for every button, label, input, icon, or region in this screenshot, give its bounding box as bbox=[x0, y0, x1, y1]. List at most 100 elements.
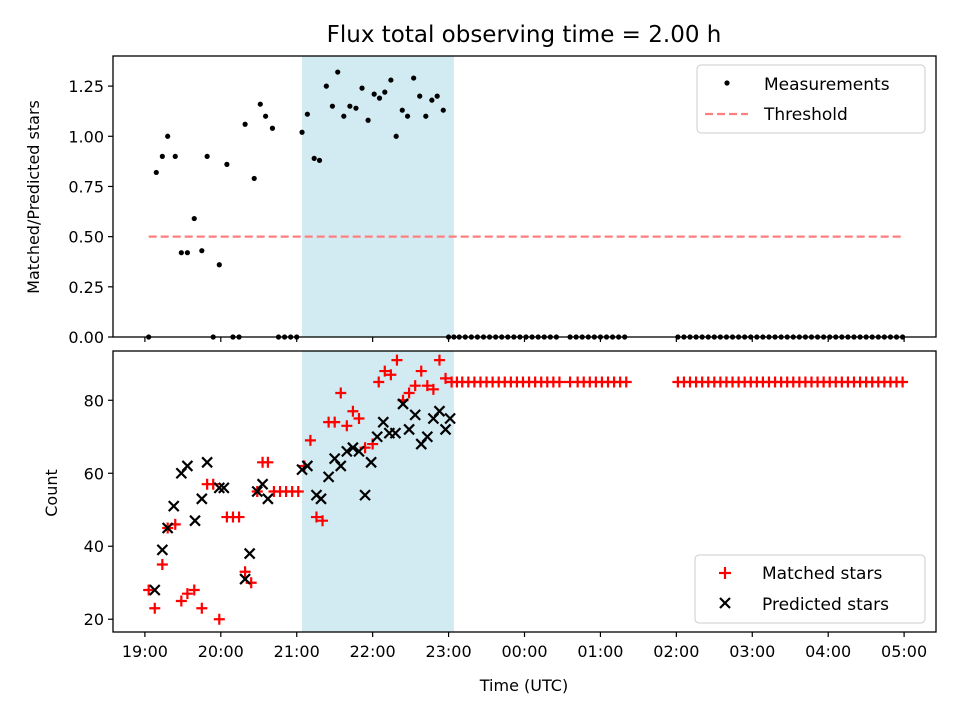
predicted-star-point bbox=[439, 423, 452, 436]
x-tick-label: 05:00 bbox=[881, 642, 927, 661]
matched-star-point bbox=[317, 515, 329, 527]
matched-star-point bbox=[373, 376, 385, 388]
x-tick-label: 19:00 bbox=[122, 642, 168, 661]
matched-star-point bbox=[897, 376, 909, 388]
matched-star-point bbox=[181, 588, 193, 600]
measurement-point bbox=[172, 153, 178, 159]
matched-star-point bbox=[415, 365, 427, 377]
measurement-point bbox=[204, 153, 210, 159]
x-axis-label: Time (UTC) bbox=[479, 676, 568, 695]
bottom-legend-box bbox=[694, 554, 926, 624]
chart-title: Flux total observing time = 2.00 h bbox=[327, 22, 722, 48]
x-tick-label: 03:00 bbox=[729, 642, 775, 661]
measurement-point bbox=[304, 111, 310, 117]
matched-star-point bbox=[335, 387, 347, 399]
matched-star-point bbox=[149, 602, 161, 614]
measurement-point bbox=[224, 161, 230, 167]
predicted-star-point bbox=[161, 522, 174, 534]
measurement-point bbox=[434, 93, 440, 99]
matched-star-point bbox=[156, 558, 168, 570]
measurement-point bbox=[257, 101, 263, 107]
bottom-x-ticks: 19:00 20:00 21:00 22:00 23:00 00:00 01:00 02:00… bbox=[122, 632, 927, 661]
measurement-point bbox=[411, 75, 417, 81]
predicted-star-point bbox=[167, 500, 180, 512]
matched-star-point bbox=[262, 456, 274, 468]
predicted-star-point bbox=[181, 460, 194, 472]
matched-star-point bbox=[379, 365, 391, 377]
matched-star-point bbox=[427, 383, 439, 395]
predicted-star-point bbox=[353, 445, 365, 458]
measurement-point bbox=[269, 125, 276, 131]
x-tick-label: 22:00 bbox=[350, 642, 396, 661]
matched-star-point bbox=[391, 354, 403, 366]
measurement-point bbox=[199, 248, 205, 254]
matched-star-point bbox=[385, 369, 397, 381]
measurement-point bbox=[376, 95, 383, 101]
measurement-point bbox=[299, 129, 305, 135]
legend-measurements-label: Measurements bbox=[764, 75, 890, 95]
predicted-star-point bbox=[301, 460, 314, 472]
predicted-star-point bbox=[243, 547, 256, 560]
matched-star-point bbox=[188, 584, 200, 596]
predicted-star-point bbox=[433, 405, 446, 417]
measurement-point bbox=[191, 215, 197, 222]
predicted-star-point bbox=[262, 493, 274, 505]
matched-star-point bbox=[341, 420, 353, 432]
measurement-point bbox=[429, 97, 435, 103]
matched-star-point bbox=[403, 387, 415, 399]
predicted-star-point bbox=[444, 412, 456, 425]
predicted-star-point bbox=[196, 493, 208, 505]
measurement-point bbox=[423, 113, 429, 119]
matched-star-point bbox=[347, 405, 359, 417]
top-y-axis-label: Matched/Predicted stars bbox=[24, 100, 43, 294]
predicted-star-point bbox=[409, 409, 421, 421]
predicted-star-point bbox=[148, 584, 161, 596]
y-tick-label: 80 bbox=[84, 391, 104, 410]
top-axes-frame bbox=[112, 55, 937, 338]
bottom-y-ticks: 20 40 60 80 bbox=[84, 391, 113, 629]
measurement-point bbox=[178, 250, 184, 256]
x-tick-label: 04:00 bbox=[805, 642, 851, 661]
predicted-star-point bbox=[189, 514, 201, 527]
matched-star-point bbox=[143, 584, 155, 596]
matched-star-point bbox=[421, 380, 433, 392]
predicted-star-point bbox=[218, 482, 230, 494]
legend-measurements-marker bbox=[724, 80, 730, 86]
measurement-point bbox=[353, 105, 359, 111]
predicted-star-point bbox=[359, 489, 371, 501]
top-legend-box bbox=[696, 64, 926, 134]
measurement-point bbox=[329, 103, 336, 109]
matched-star-point bbox=[440, 372, 452, 384]
x-tick-label: 01:00 bbox=[577, 642, 623, 661]
measurement-point bbox=[153, 169, 159, 176]
measurement-point bbox=[311, 155, 317, 161]
y-tick-label: 1.25 bbox=[68, 77, 104, 96]
x-tick-label: 02:00 bbox=[653, 642, 699, 661]
legend-predicted-label: Predicted stars bbox=[762, 595, 889, 615]
measurement-point bbox=[242, 121, 248, 127]
predicted-star-point bbox=[239, 573, 251, 585]
matched-star-point bbox=[620, 376, 632, 388]
measurement-point bbox=[316, 157, 323, 163]
measurement-point bbox=[371, 91, 377, 97]
measurement-point bbox=[382, 89, 388, 95]
y-tick-label: 0.25 bbox=[68, 278, 104, 297]
measurement-point bbox=[323, 83, 329, 89]
measurement-point bbox=[388, 77, 394, 83]
bottom-panel: 20 40 60 80 19:00 20:00 21:00 22:00 23:00 00:00 0… bbox=[42, 350, 937, 695]
x-tick-label: 20:00 bbox=[198, 642, 244, 661]
measurement-point bbox=[393, 133, 399, 139]
matched-star-point bbox=[213, 613, 225, 625]
predicted-star-point bbox=[421, 430, 434, 443]
y-tick-label: 40 bbox=[84, 537, 104, 556]
matched-star-point bbox=[409, 380, 421, 392]
measurement-point bbox=[359, 85, 365, 91]
legend-matched-label: Matched stars bbox=[762, 564, 882, 584]
top-panel: 0.00 0.25 0.50 0.75 1.00 1.25 Matched/Predict… bbox=[24, 55, 937, 347]
predicted-star-point bbox=[365, 456, 377, 469]
matched-star-point bbox=[329, 416, 341, 428]
top-y-ticks: 0.00 0.25 0.50 0.75 1.00 1.25 bbox=[68, 77, 113, 347]
y-tick-label: 1.00 bbox=[68, 127, 104, 146]
bottom-marks bbox=[143, 354, 909, 625]
